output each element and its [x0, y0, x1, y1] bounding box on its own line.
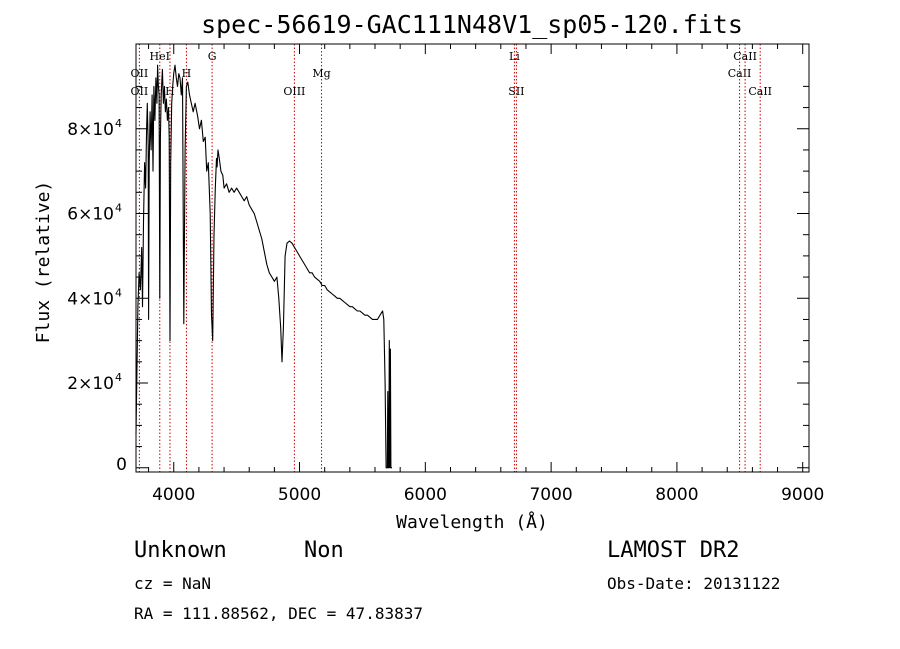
y-tick-mantissa: 0: [116, 455, 127, 475]
x-tick-label: 6000: [404, 485, 447, 505]
survey-name: LAMOST DR2: [607, 538, 740, 563]
spectrum-series-line: [135, 64, 392, 469]
y-tick-mantissa: 6×10: [67, 205, 114, 225]
marker-label: H: [165, 85, 175, 98]
marker-label: CaII: [733, 50, 757, 63]
x-axis-label: Wavelength (Å): [396, 511, 548, 533]
marker-label: G: [208, 50, 217, 63]
x-tick-label: 8000: [655, 485, 698, 505]
y-tick-exponent: 4: [115, 286, 122, 299]
object-subclass: Non: [304, 538, 344, 563]
chart-title: spec-56619-GAC111N48V1_sp05-120.fits: [201, 10, 743, 39]
plot-frame: [135, 43, 810, 473]
coordinates-text: RA = 111.88562, DEC = 47.83837: [134, 604, 423, 623]
y-axis-label: Flux (relative): [33, 181, 54, 344]
obs-date: Obs-Date: 20131122: [607, 574, 781, 593]
y-tick-mantissa: 8×10: [67, 120, 114, 140]
marker-label: Mg: [312, 67, 330, 80]
y-tick-exponent: 4: [115, 202, 122, 215]
y-tick-mantissa: 2×10: [67, 374, 114, 394]
marker-label: CaII: [748, 85, 772, 98]
x-tick-label: 5000: [278, 485, 321, 505]
marker-label: OII: [131, 85, 149, 98]
marker-label: H: [182, 67, 192, 80]
y-tick-mantissa: 4×10: [67, 289, 114, 309]
x-tick-label: 4000: [152, 485, 195, 505]
y-tick-label: 6×10 4: [67, 202, 122, 225]
marker-label: Li: [509, 50, 520, 63]
x-tick-label: 7000: [529, 485, 572, 505]
redshift-text: cz = NaN: [134, 574, 212, 593]
x-tick-labels: 4000 5000 6000 7000 8000 9000: [152, 485, 824, 505]
marker-label: SII: [508, 85, 524, 98]
y-tick-label: 2×10 4: [67, 371, 122, 394]
y-tick-label: 4×10 4: [67, 286, 122, 309]
y-tick-exponent: 4: [115, 117, 122, 130]
y-tick-label: 8×10 4: [67, 117, 122, 140]
y-tick-labels: 02×10 44×10 46×10 48×10 4: [67, 117, 127, 475]
marker-label: CaII: [728, 67, 752, 80]
marker-label: HeI: [150, 50, 170, 63]
y-tick-exponent: 4: [115, 371, 122, 384]
object-class: Unknown: [134, 538, 227, 563]
marker-label: OIII: [283, 85, 305, 98]
y-tick-label: 0: [116, 455, 127, 475]
axis-ticks: [136, 44, 809, 472]
x-tick-label: 9000: [781, 485, 824, 505]
marker-label: OII: [131, 67, 149, 80]
